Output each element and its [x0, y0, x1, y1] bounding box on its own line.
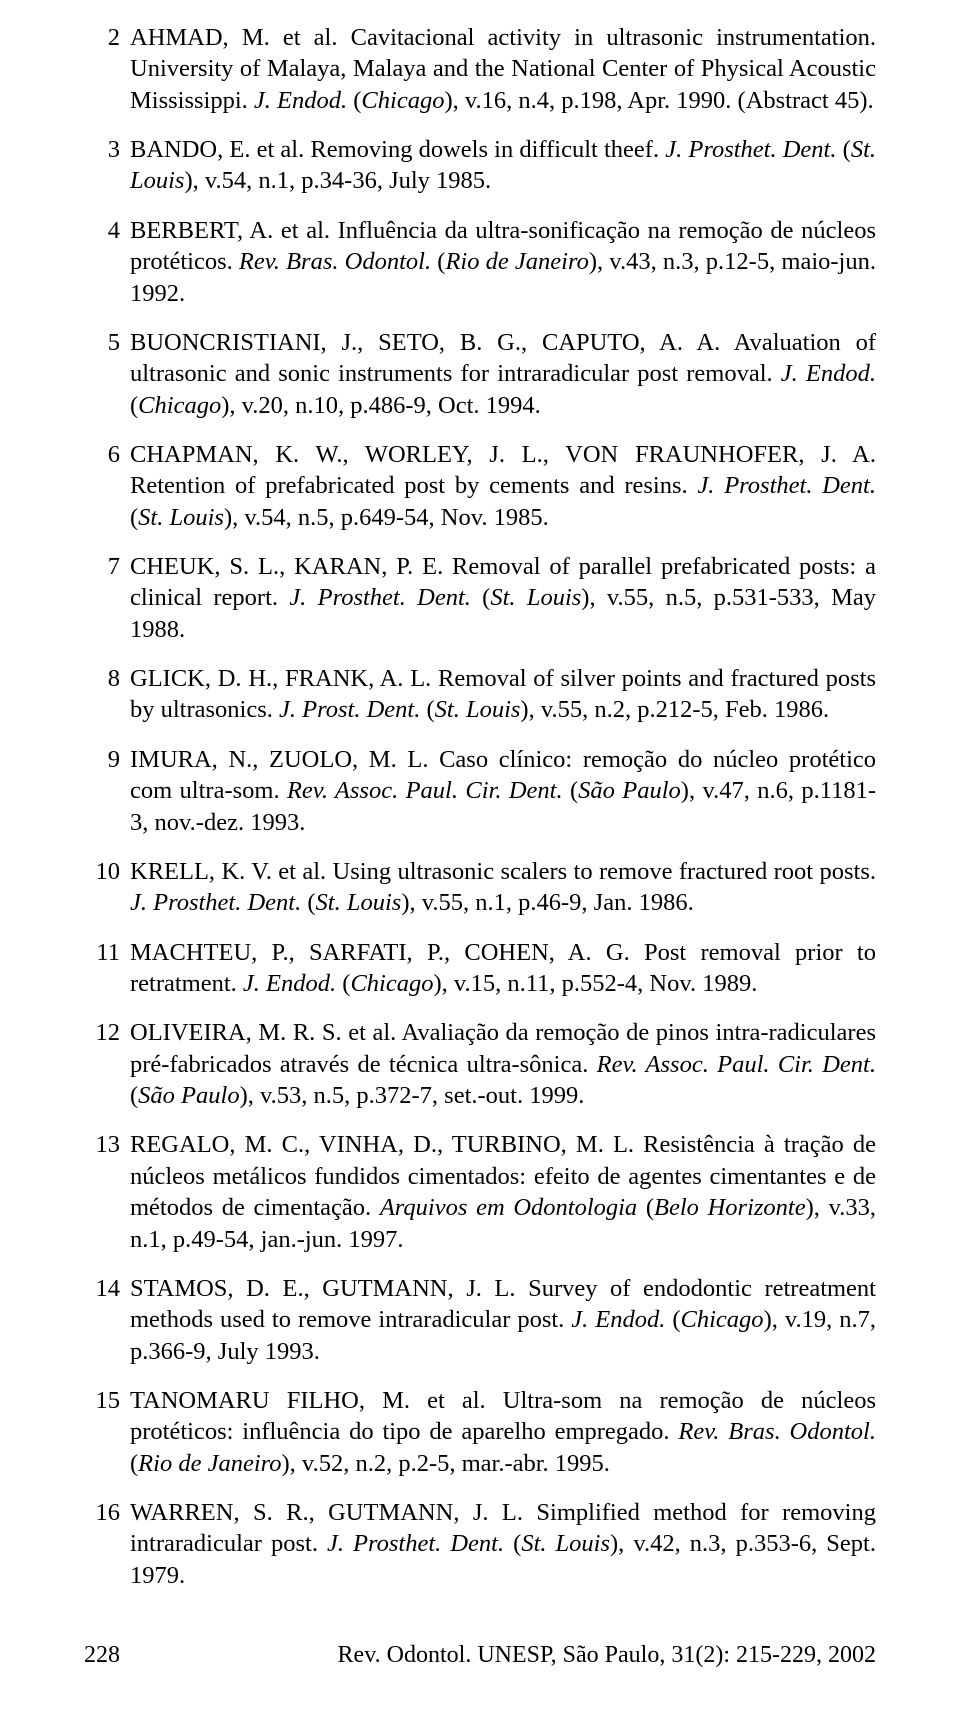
- page: 2AHMAD, M. et al. Cavitacional activity …: [0, 0, 960, 1715]
- reference-item: 13REGALO, M. C., VINHA, D., TURBINO, M. …: [84, 1129, 876, 1254]
- reference-item: 14STAMOS, D. E., GUTMANN, J. L. Survey o…: [84, 1273, 876, 1367]
- reference-item: 6CHAPMAN, K. W., WORLEY, J. L., VON FRAU…: [84, 439, 876, 533]
- reference-number: 2: [84, 22, 130, 116]
- page-footer: 228 Rev. Odontol. UNESP, São Paulo, 31(2…: [84, 1642, 876, 1669]
- reference-text: BUONCRISTIANI, J., SETO, B. G., CAPUTO, …: [130, 327, 876, 421]
- reference-number: 13: [84, 1129, 130, 1254]
- reference-text: MACHTEU, P., SARFATI, P., COHEN, A. G. P…: [130, 937, 876, 1000]
- reference-item: 15TANOMARU FILHO, M. et al. Ultra-som na…: [84, 1385, 876, 1479]
- reference-item: 16WARREN, S. R., GUTMANN, J. L. Simplifi…: [84, 1497, 876, 1591]
- journal-line: Rev. Odontol. UNESP, São Paulo, 31(2): 2…: [338, 1642, 876, 1669]
- reference-text: KRELL, K. V. et al. Using ultrasonic sca…: [130, 856, 876, 919]
- reference-text: IMURA, N., ZUOLO, M. L. Caso clínico: re…: [130, 744, 876, 838]
- reference-item: 11MACHTEU, P., SARFATI, P., COHEN, A. G.…: [84, 937, 876, 1000]
- reference-number: 16: [84, 1497, 130, 1591]
- reference-text: REGALO, M. C., VINHA, D., TURBINO, M. L.…: [130, 1129, 876, 1254]
- reference-item: 10KRELL, K. V. et al. Using ultrasonic s…: [84, 856, 876, 919]
- reference-number: 15: [84, 1385, 130, 1479]
- reference-item: 9IMURA, N., ZUOLO, M. L. Caso clínico: r…: [84, 744, 876, 838]
- reference-text: WARREN, S. R., GUTMANN, J. L. Simplified…: [130, 1497, 876, 1591]
- reference-number: 4: [84, 215, 130, 309]
- reference-number: 11: [84, 937, 130, 1000]
- page-number: 228: [84, 1642, 120, 1669]
- reference-number: 3: [84, 134, 130, 197]
- reference-text: CHAPMAN, K. W., WORLEY, J. L., VON FRAUN…: [130, 439, 876, 533]
- reference-number: 8: [84, 663, 130, 726]
- reference-number: 7: [84, 551, 130, 645]
- reference-item: 2AHMAD, M. et al. Cavitacional activity …: [84, 22, 876, 116]
- reference-item: 7CHEUK, S. L., KARAN, P. E. Removal of p…: [84, 551, 876, 645]
- reference-number: 14: [84, 1273, 130, 1367]
- reference-text: GLICK, D. H., FRANK, A. L. Removal of si…: [130, 663, 876, 726]
- reference-text: STAMOS, D. E., GUTMANN, J. L. Survey of …: [130, 1273, 876, 1367]
- reference-text: TANOMARU FILHO, M. et al. Ultra-som na r…: [130, 1385, 876, 1479]
- references-list: 2AHMAD, M. et al. Cavitacional activity …: [84, 22, 876, 1591]
- reference-text: AHMAD, M. et al. Cavitacional activity i…: [130, 22, 876, 116]
- reference-item: 5BUONCRISTIANI, J., SETO, B. G., CAPUTO,…: [84, 327, 876, 421]
- reference-text: CHEUK, S. L., KARAN, P. E. Removal of pa…: [130, 551, 876, 645]
- reference-item: 4BERBERT, A. et al. Influência da ultra-…: [84, 215, 876, 309]
- reference-number: 9: [84, 744, 130, 838]
- reference-number: 10: [84, 856, 130, 919]
- reference-item: 12OLIVEIRA, M. R. S. et al. Avaliação da…: [84, 1017, 876, 1111]
- reference-text: BERBERT, A. et al. Influência da ultra-s…: [130, 215, 876, 309]
- reference-item: 3BANDO, E. et al. Removing dowels in dif…: [84, 134, 876, 197]
- reference-item: 8GLICK, D. H., FRANK, A. L. Removal of s…: [84, 663, 876, 726]
- reference-number: 12: [84, 1017, 130, 1111]
- reference-number: 5: [84, 327, 130, 421]
- reference-number: 6: [84, 439, 130, 533]
- reference-text: OLIVEIRA, M. R. S. et al. Avaliação da r…: [130, 1017, 876, 1111]
- reference-text: BANDO, E. et al. Removing dowels in diff…: [130, 134, 876, 197]
